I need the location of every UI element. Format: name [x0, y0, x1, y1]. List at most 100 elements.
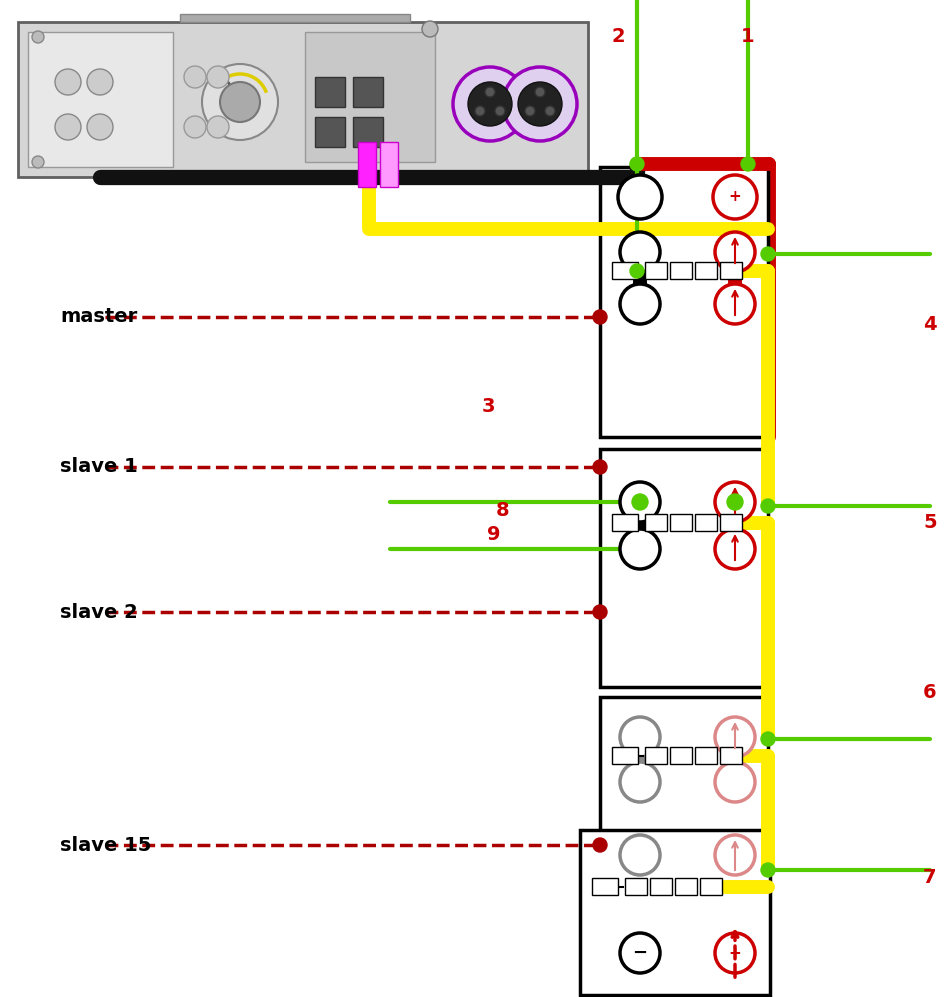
Circle shape: [202, 64, 278, 140]
Bar: [379, 142, 397, 187]
Circle shape: [422, 21, 437, 37]
Circle shape: [32, 156, 44, 168]
Circle shape: [495, 106, 504, 116]
Circle shape: [619, 762, 659, 802]
Bar: [669, 747, 691, 764]
Circle shape: [32, 31, 44, 43]
Circle shape: [630, 157, 643, 171]
Bar: [645, 747, 666, 764]
Text: 6: 6: [922, 683, 936, 702]
Bar: [719, 514, 741, 531]
Bar: [358, 142, 376, 187]
Bar: [314, 77, 345, 107]
Bar: [353, 117, 382, 147]
Text: 2: 2: [611, 28, 624, 47]
Bar: [674, 878, 697, 895]
Circle shape: [715, 232, 754, 272]
Circle shape: [619, 835, 659, 875]
Circle shape: [184, 116, 206, 138]
Text: +: +: [728, 945, 741, 960]
Circle shape: [55, 69, 81, 95]
Circle shape: [715, 529, 754, 569]
Circle shape: [220, 82, 260, 122]
Text: slave 15: slave 15: [59, 835, 151, 854]
Text: 1: 1: [740, 28, 754, 47]
Circle shape: [593, 310, 606, 324]
Circle shape: [207, 66, 228, 88]
Bar: [179, 14, 410, 22]
Circle shape: [630, 264, 643, 278]
Text: +: +: [728, 189, 741, 204]
Circle shape: [593, 460, 606, 474]
Circle shape: [484, 87, 495, 97]
Text: 4: 4: [922, 315, 936, 335]
Circle shape: [632, 494, 648, 510]
Bar: [305, 32, 434, 162]
Circle shape: [715, 762, 754, 802]
Circle shape: [619, 529, 659, 569]
Circle shape: [760, 247, 774, 261]
Bar: [719, 262, 741, 279]
Bar: [612, 262, 637, 279]
Bar: [353, 77, 382, 107]
Text: slave 2: slave 2: [59, 602, 138, 621]
Bar: [591, 878, 617, 895]
Circle shape: [619, 717, 659, 757]
Bar: [645, 514, 666, 531]
Circle shape: [760, 863, 774, 877]
Bar: [599, 167, 767, 437]
Circle shape: [617, 175, 662, 219]
Bar: [694, 262, 716, 279]
Circle shape: [87, 69, 113, 95]
Bar: [599, 449, 767, 687]
Circle shape: [715, 482, 754, 522]
Circle shape: [545, 106, 554, 116]
Circle shape: [207, 116, 228, 138]
Circle shape: [712, 175, 756, 219]
Circle shape: [715, 933, 754, 973]
Bar: [580, 830, 769, 995]
Circle shape: [619, 933, 659, 973]
Circle shape: [55, 114, 81, 140]
Bar: [624, 878, 647, 895]
Circle shape: [715, 284, 754, 324]
Circle shape: [760, 499, 774, 513]
Bar: [669, 262, 691, 279]
Circle shape: [452, 67, 527, 141]
Circle shape: [619, 284, 659, 324]
Circle shape: [184, 66, 206, 88]
Circle shape: [715, 717, 754, 757]
Circle shape: [467, 82, 512, 126]
Bar: [314, 117, 345, 147]
Circle shape: [534, 87, 545, 97]
Circle shape: [517, 82, 562, 126]
Bar: [599, 697, 767, 925]
Text: master: master: [59, 307, 137, 326]
Text: −: −: [632, 944, 647, 962]
Bar: [649, 878, 671, 895]
Bar: [700, 878, 721, 895]
Circle shape: [475, 106, 484, 116]
Circle shape: [760, 732, 774, 746]
Text: slave 1: slave 1: [59, 458, 138, 477]
Circle shape: [593, 605, 606, 619]
Text: 7: 7: [922, 867, 936, 886]
Bar: [28, 32, 173, 167]
Bar: [719, 747, 741, 764]
Bar: [612, 514, 637, 531]
Circle shape: [525, 106, 534, 116]
Bar: [645, 262, 666, 279]
Circle shape: [502, 67, 577, 141]
Text: 3: 3: [480, 398, 495, 417]
Circle shape: [87, 114, 113, 140]
Bar: [694, 514, 716, 531]
Circle shape: [726, 494, 742, 510]
Text: 5: 5: [922, 513, 936, 532]
Bar: [18, 22, 587, 177]
Circle shape: [715, 835, 754, 875]
Text: 8: 8: [496, 500, 509, 519]
Text: 9: 9: [487, 525, 500, 544]
Bar: [612, 747, 637, 764]
Circle shape: [740, 157, 754, 171]
Circle shape: [619, 482, 659, 522]
